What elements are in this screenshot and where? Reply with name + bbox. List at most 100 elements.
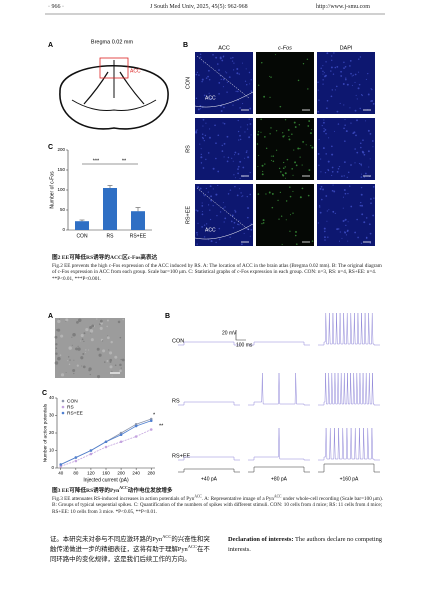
cell-dot xyxy=(196,129,198,131)
t: 在不同环路中的变化规律，这是我们后续工作的方向。 xyxy=(50,546,210,563)
cell-dot xyxy=(283,161,285,164)
voltage-trace xyxy=(178,401,240,406)
texture-dot xyxy=(121,358,125,362)
cell-dot xyxy=(356,151,359,154)
cell-dot xyxy=(326,99,329,102)
cell-dot xyxy=(222,56,225,58)
cell-dot xyxy=(370,88,372,90)
cell-dot xyxy=(293,121,296,124)
cell-dot xyxy=(239,134,241,137)
cell-dot xyxy=(207,75,209,78)
point xyxy=(134,424,138,428)
body-text: 证。本研究未对参与不同应激环路的PynACC的兴奋性和突触传递做进一步的精细表征… xyxy=(50,534,215,565)
texture-dot xyxy=(110,340,113,344)
x-tick-label: 200 xyxy=(117,471,125,476)
cell-dot xyxy=(347,193,349,195)
voltage-trace xyxy=(318,427,380,461)
cell-dot xyxy=(361,204,363,207)
cell-dot xyxy=(306,58,309,60)
cell-texture xyxy=(54,318,125,379)
cell-dot xyxy=(278,218,280,220)
cell-dot xyxy=(233,154,235,156)
cell-dot xyxy=(242,166,245,169)
cell-dot xyxy=(344,65,347,68)
cell-dot xyxy=(358,71,360,73)
row-label: RS xyxy=(185,145,191,153)
cell-dot xyxy=(197,222,199,224)
figure3-caption: 图3 EE可降低RS诱导的PynACC动作电位发放增多 Fig.3 EE att… xyxy=(52,486,384,515)
cell-dot xyxy=(201,225,204,228)
texture-dot xyxy=(72,368,76,373)
panel-label: B xyxy=(165,313,170,320)
cell-dot xyxy=(236,72,239,75)
cell-dot xyxy=(293,149,295,151)
texture-dot xyxy=(65,318,69,322)
cell-dot xyxy=(294,234,297,237)
cell-dot xyxy=(345,130,348,133)
cell-dot xyxy=(230,57,232,59)
cell-dot xyxy=(354,109,357,112)
cell-dot xyxy=(227,193,230,195)
cell-dot xyxy=(257,154,260,157)
cell-dot xyxy=(372,146,374,148)
cell-dot xyxy=(324,128,327,131)
cell-dot xyxy=(356,218,358,221)
cell-dot xyxy=(231,60,234,62)
cell-dot xyxy=(221,59,224,62)
cell-dot xyxy=(299,156,301,158)
texture-dot xyxy=(76,364,79,367)
cell-dot xyxy=(242,195,244,197)
cell-dot xyxy=(210,240,213,243)
voltage-trace xyxy=(178,341,240,346)
cell-dot xyxy=(351,75,353,77)
cell-dot xyxy=(324,230,326,233)
y-tick-label: 150 xyxy=(57,167,65,172)
cell-dot xyxy=(373,197,375,199)
cell-dot xyxy=(226,72,228,74)
column-header: DAPI xyxy=(340,45,353,51)
cell-dot xyxy=(231,214,234,217)
cell-dot xyxy=(222,207,225,209)
cell-dot xyxy=(222,202,224,204)
cell-dot xyxy=(269,96,271,99)
cell-dot xyxy=(343,175,345,177)
cell-dot xyxy=(201,78,204,81)
cell-dot xyxy=(222,78,225,81)
cell-dot xyxy=(354,162,356,164)
cell-dot xyxy=(237,119,239,122)
texture-dot xyxy=(58,318,61,320)
cell-dot xyxy=(210,195,213,198)
cell-dot xyxy=(296,243,298,245)
x-tick-label: RS+EE xyxy=(130,233,147,239)
cell-dot xyxy=(200,156,203,159)
texture-dot xyxy=(55,347,58,350)
texture-dot xyxy=(89,373,91,376)
cell-dot xyxy=(331,190,334,192)
cell-dot xyxy=(209,136,211,139)
cell-dot xyxy=(199,53,202,56)
cell-dot xyxy=(243,232,245,234)
cell-dot xyxy=(289,214,292,216)
cell-dot xyxy=(317,89,319,91)
acc-box xyxy=(99,57,129,79)
cell-dot xyxy=(350,205,353,208)
bar xyxy=(103,188,117,230)
cell-dot xyxy=(249,171,251,174)
texture-dot xyxy=(120,358,122,361)
cell-dot xyxy=(327,160,330,163)
texture-dot xyxy=(59,354,62,356)
cell-dot xyxy=(237,153,240,155)
cell-dot xyxy=(359,107,361,110)
y-tick-label: 200 xyxy=(57,147,65,152)
panel-label: C xyxy=(42,390,47,397)
cell-dot xyxy=(307,125,310,127)
texture-dot xyxy=(109,365,113,369)
cell-dot xyxy=(344,124,346,126)
texture-dot xyxy=(114,364,117,367)
cell-dot xyxy=(319,211,322,214)
point xyxy=(104,440,108,444)
cell-dot xyxy=(218,238,221,241)
bar xyxy=(131,211,145,230)
cell-dot xyxy=(205,77,208,79)
panel-label: A xyxy=(48,42,53,49)
